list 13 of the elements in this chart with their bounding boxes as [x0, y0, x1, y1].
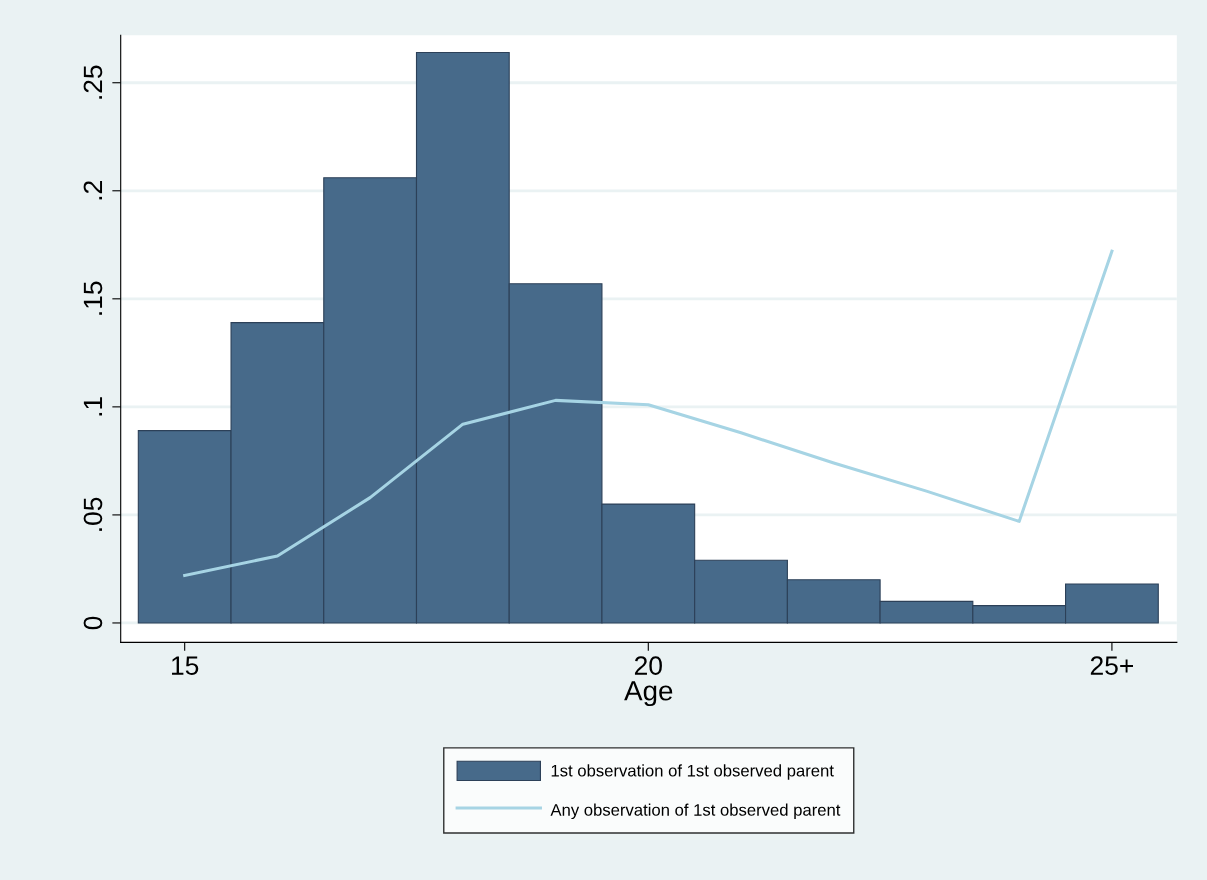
y-tick-label: .1: [83, 397, 103, 416]
y-tick-label: 0: [83, 616, 103, 630]
line-series: [183, 249, 1114, 577]
y-tick-label: .15: [83, 281, 103, 315]
y-tick-label: .05: [83, 497, 103, 531]
x-axis-title: Age: [624, 681, 673, 707]
y-tick-label: .25: [83, 65, 103, 99]
legend-label: 1st observation of 1st observed parent: [551, 764, 834, 780]
legend-label: Any observation of 1st observed parent: [550, 803, 841, 820]
y-tick-label: .2: [83, 181, 103, 200]
x-tick-label: 20: [634, 656, 662, 675]
x-tick-label: 15: [172, 656, 199, 675]
x-tick-label: 25+: [1090, 656, 1133, 675]
